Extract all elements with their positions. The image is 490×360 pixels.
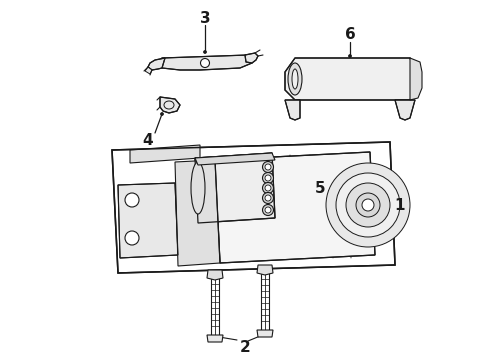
Polygon shape bbox=[175, 160, 220, 266]
Text: 2: 2 bbox=[240, 341, 250, 356]
Polygon shape bbox=[410, 58, 422, 100]
Text: 4: 4 bbox=[143, 132, 153, 148]
Circle shape bbox=[203, 50, 206, 54]
Polygon shape bbox=[257, 330, 273, 337]
Circle shape bbox=[265, 185, 271, 191]
Polygon shape bbox=[285, 58, 415, 100]
Ellipse shape bbox=[288, 63, 302, 95]
Circle shape bbox=[263, 204, 273, 216]
Text: 6: 6 bbox=[344, 27, 355, 41]
Ellipse shape bbox=[191, 162, 205, 214]
Circle shape bbox=[265, 164, 271, 170]
Polygon shape bbox=[207, 335, 223, 342]
Polygon shape bbox=[215, 152, 375, 263]
Polygon shape bbox=[112, 142, 395, 273]
Polygon shape bbox=[195, 153, 275, 223]
Circle shape bbox=[265, 175, 271, 181]
Circle shape bbox=[263, 193, 273, 203]
Polygon shape bbox=[118, 183, 178, 258]
Circle shape bbox=[265, 207, 271, 213]
Circle shape bbox=[356, 193, 380, 217]
Polygon shape bbox=[257, 265, 273, 275]
Circle shape bbox=[274, 181, 277, 185]
Polygon shape bbox=[145, 67, 152, 74]
Circle shape bbox=[263, 172, 273, 184]
Polygon shape bbox=[285, 100, 300, 120]
Circle shape bbox=[264, 333, 267, 336]
Circle shape bbox=[265, 195, 271, 201]
Polygon shape bbox=[245, 53, 258, 63]
Polygon shape bbox=[148, 58, 165, 70]
Circle shape bbox=[263, 183, 273, 194]
Circle shape bbox=[161, 112, 164, 116]
Ellipse shape bbox=[164, 101, 174, 109]
Polygon shape bbox=[158, 55, 252, 70]
Polygon shape bbox=[207, 270, 223, 280]
Circle shape bbox=[200, 59, 210, 68]
Circle shape bbox=[346, 183, 390, 227]
Circle shape bbox=[336, 173, 400, 237]
Ellipse shape bbox=[292, 69, 298, 89]
Circle shape bbox=[125, 193, 139, 207]
Circle shape bbox=[326, 163, 410, 247]
Polygon shape bbox=[195, 153, 275, 165]
Circle shape bbox=[362, 199, 374, 211]
Circle shape bbox=[218, 336, 220, 338]
Circle shape bbox=[348, 54, 351, 58]
Polygon shape bbox=[395, 100, 415, 120]
Circle shape bbox=[263, 162, 273, 172]
Circle shape bbox=[125, 231, 139, 245]
Text: 1: 1 bbox=[395, 198, 405, 212]
Polygon shape bbox=[130, 145, 200, 163]
Polygon shape bbox=[160, 97, 180, 113]
Text: 3: 3 bbox=[200, 10, 210, 26]
Text: 5: 5 bbox=[315, 180, 325, 195]
